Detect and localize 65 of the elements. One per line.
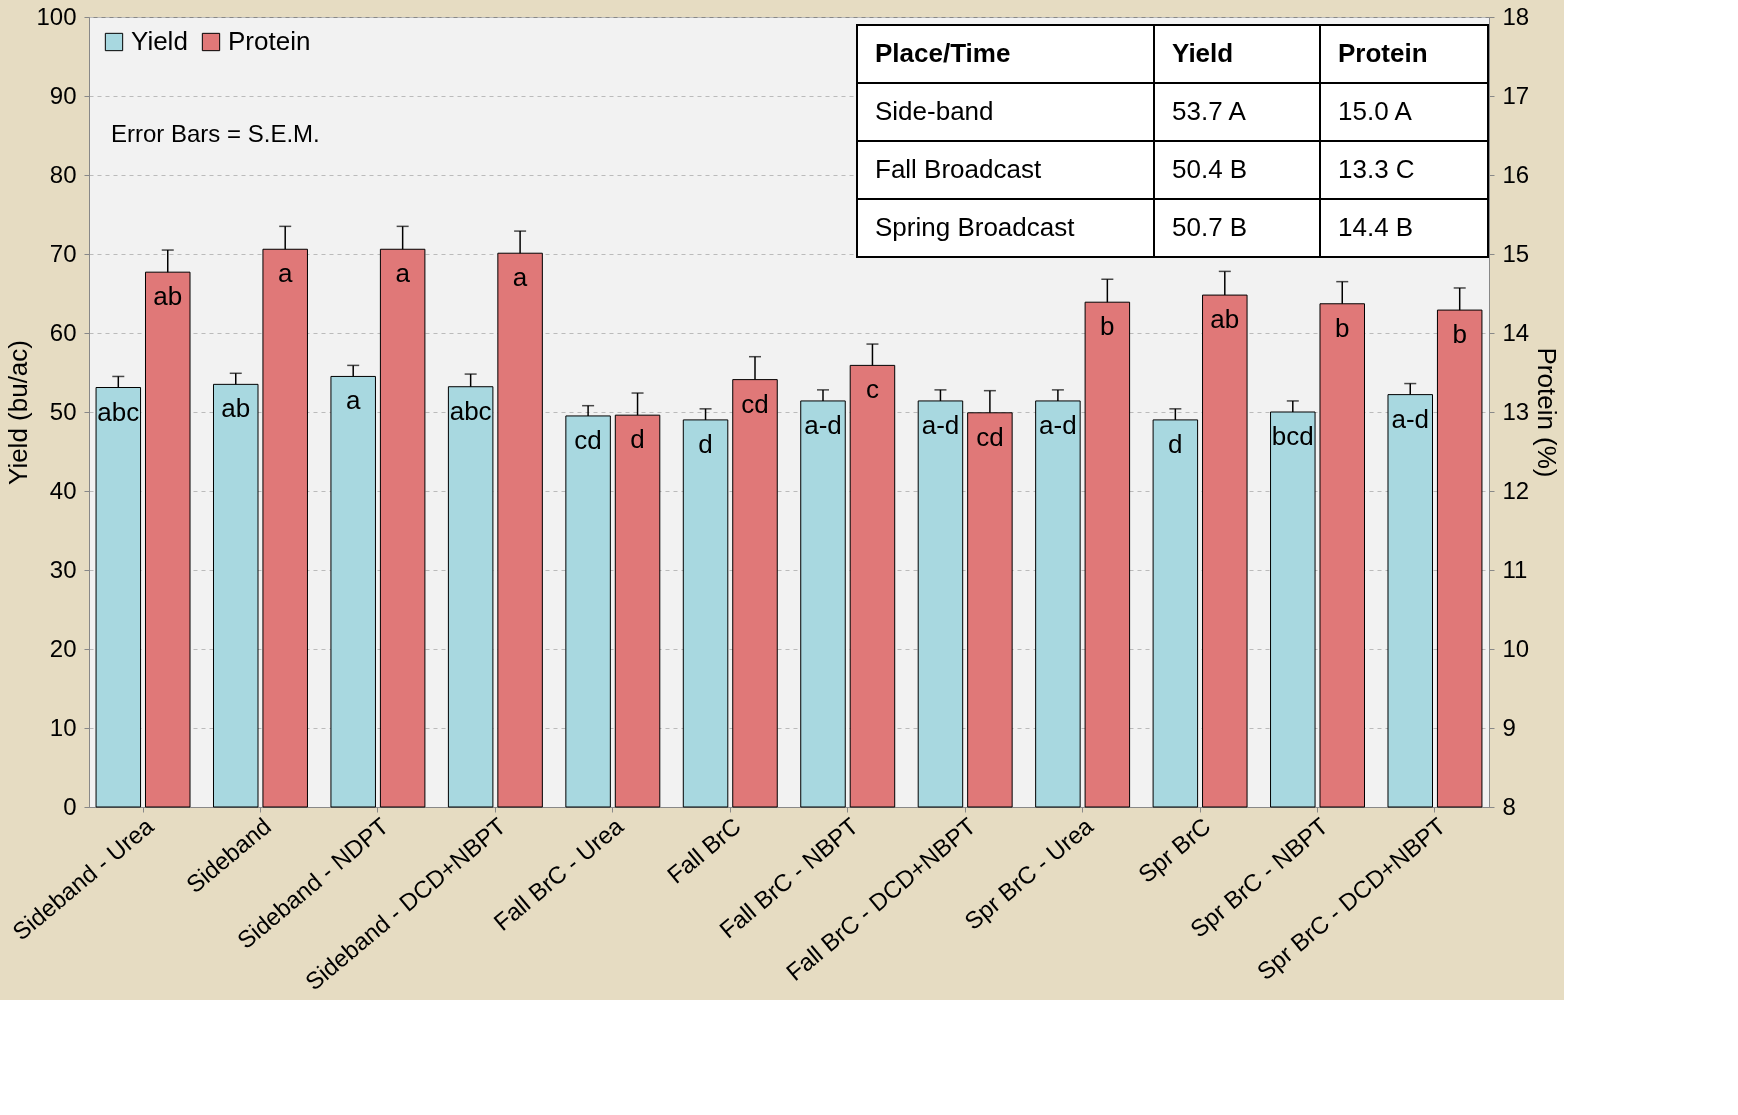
annotation: Error Bars = S.E.M. <box>111 120 320 147</box>
annotation: Place/Time <box>875 38 1011 68</box>
y2-tick-label: 16 <box>1502 160 1530 188</box>
data-label: cd <box>574 424 602 455</box>
y-tick-label: 60 <box>49 318 77 346</box>
data-label: a <box>277 258 293 289</box>
data-label: c <box>865 374 879 405</box>
legend-label: Yield <box>131 26 188 56</box>
legend-label: Protein <box>228 26 311 56</box>
y-tick-label: 100 <box>36 2 77 30</box>
data-label: a-d <box>804 409 842 440</box>
x-tick-label: Fall BrC <box>661 812 746 889</box>
data-label: a-d <box>1391 403 1430 434</box>
annotation: Fall Broadcast <box>875 154 1042 184</box>
data-label: a-d <box>1039 409 1077 440</box>
y-tick-label: 30 <box>49 555 77 583</box>
y2-tick-label: 14 <box>1502 318 1530 346</box>
x-tick-label: Spr BrC <box>1132 812 1216 888</box>
y-axis-title: Yield (bu/ac) <box>3 340 34 485</box>
y2-tick-label: 12 <box>1502 476 1530 504</box>
annotation: Protein <box>1338 38 1428 68</box>
data-label: ab <box>1210 304 1240 335</box>
y-tick-label: 80 <box>49 160 77 188</box>
data-label: cd <box>741 388 769 419</box>
data-label: a <box>345 385 361 416</box>
data-label: a <box>395 258 411 289</box>
y2-tick-label: 8 <box>1502 792 1516 820</box>
y-tick-label: 90 <box>49 81 77 109</box>
data-label: a <box>512 262 528 293</box>
data-label: ab <box>221 393 251 424</box>
y-tick-label: 0 <box>63 792 77 820</box>
y2-tick-label: 17 <box>1502 81 1530 109</box>
data-label: bcd <box>1271 421 1314 451</box>
data-label: a-d <box>921 409 960 440</box>
y2-tick-label: 10 <box>1502 634 1530 662</box>
y-tick-label: 10 <box>49 713 77 741</box>
y2-tick-label: 11 <box>1502 555 1528 583</box>
data-label: b <box>1100 311 1115 342</box>
annotation: 14.4 B <box>1338 212 1414 242</box>
data-label: d <box>698 428 713 459</box>
data-label: abc <box>449 395 492 426</box>
data-label: b <box>1335 312 1350 343</box>
y2-tick-label: 9 <box>1502 713 1516 741</box>
annotation: Side-band <box>875 96 994 126</box>
data-label: d <box>630 424 645 455</box>
y2-axis-title: Protein (%) <box>1532 347 1563 478</box>
data-label: b <box>1452 319 1467 350</box>
y-tick-label: 50 <box>49 397 77 425</box>
annotation: Spring Broadcast <box>875 212 1076 242</box>
annotation: 13.3 C <box>1338 154 1415 184</box>
data-label: abc <box>97 396 140 427</box>
data-label: d <box>1168 428 1183 459</box>
y-tick-label: 70 <box>49 239 77 267</box>
data-label: ab <box>153 281 183 312</box>
annotation: 50.4 B <box>1172 154 1248 184</box>
data-label: cd <box>976 421 1004 452</box>
y-tick-label: 40 <box>49 476 77 504</box>
annotation: 50.7 B <box>1172 212 1248 242</box>
y2-tick-label: 15 <box>1502 239 1530 267</box>
y2-tick-label: 18 <box>1502 2 1530 30</box>
annotation: 15.0 A <box>1338 96 1413 126</box>
annotation: Yield <box>1172 38 1234 68</box>
y2-tick-label: 13 <box>1502 397 1530 425</box>
y-tick-label: 20 <box>49 634 77 662</box>
annotation: 53.7 A <box>1172 96 1247 126</box>
